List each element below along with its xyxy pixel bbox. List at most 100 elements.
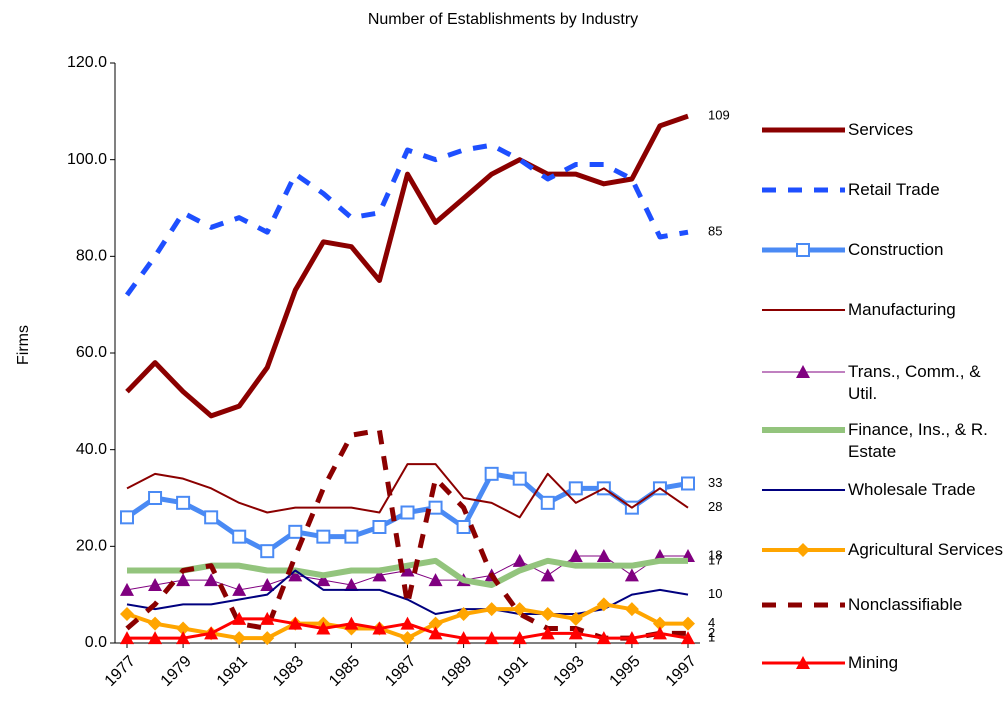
y-tick-label: 120.0 xyxy=(67,54,107,71)
point-marker xyxy=(148,578,163,591)
point-marker xyxy=(120,582,134,596)
point-marker xyxy=(372,568,387,582)
point-marker xyxy=(428,616,443,631)
legend-label: Retail Trade xyxy=(848,180,940,199)
legend-item: Agricultural Services xyxy=(762,540,1003,559)
legend-label: Services xyxy=(848,120,914,139)
point-marker xyxy=(316,529,331,544)
point-marker xyxy=(176,573,191,587)
legend-label-box: Mining xyxy=(848,653,899,672)
point-marker xyxy=(288,524,303,539)
point-marker xyxy=(568,549,583,562)
point-marker xyxy=(316,621,331,635)
point-marker xyxy=(512,553,527,567)
x-tick-label: 1991 xyxy=(494,653,531,690)
legend-item: Nonclassifiable xyxy=(762,595,962,614)
point-marker xyxy=(428,626,443,640)
point-marker xyxy=(232,582,247,596)
end-value-label: 28 xyxy=(708,499,722,514)
y-tick-label: 60.0 xyxy=(76,344,107,361)
point-marker xyxy=(232,529,247,544)
point-marker xyxy=(148,631,163,645)
point-marker xyxy=(540,607,555,621)
legend-label: Construction xyxy=(848,240,944,259)
point-marker xyxy=(596,631,611,645)
point-marker xyxy=(400,563,415,577)
point-marker xyxy=(568,626,583,640)
x-tick-label: 1977 xyxy=(102,653,139,690)
series-line xyxy=(125,113,689,419)
x-tick-label: 1981 xyxy=(214,653,251,690)
end-value-label: 33 xyxy=(708,475,722,490)
point-marker xyxy=(512,631,527,645)
legend-item: Services xyxy=(762,120,914,139)
chart-title: Number of Establishments by Industry xyxy=(368,11,638,28)
point-marker xyxy=(428,573,443,587)
end-value-label: 17 xyxy=(708,552,722,567)
legend-marker xyxy=(796,543,810,557)
point-marker xyxy=(624,631,639,645)
legend-label-box: Manufacturing xyxy=(848,300,956,319)
point-marker xyxy=(596,597,611,612)
legend-label: Trans., Comm., & Util. xyxy=(848,362,981,403)
point-marker xyxy=(484,466,499,481)
x-tick-label: 1983 xyxy=(270,653,307,690)
end-value-label: 18 xyxy=(708,547,722,562)
legend-label: Mining xyxy=(848,653,899,672)
point-marker xyxy=(456,520,471,534)
legend-item: Wholesale Trade xyxy=(762,480,976,499)
legend-item: Manufacturing xyxy=(762,300,956,319)
legend-label-box: Finance, Ins., & R. Estate xyxy=(848,420,988,461)
point-marker xyxy=(400,616,415,630)
legend-marker xyxy=(796,243,810,257)
legend-marker xyxy=(796,365,810,378)
point-marker xyxy=(568,481,583,496)
point-marker xyxy=(204,626,219,640)
y-tick-label: 20.0 xyxy=(76,538,107,555)
x-tick-label: 1993 xyxy=(550,653,587,690)
x-tick-label: 1997 xyxy=(663,653,700,690)
point-marker xyxy=(288,616,303,630)
x-tick-label: 1989 xyxy=(438,653,475,690)
y-tick-label: 100.0 xyxy=(67,151,107,168)
point-marker xyxy=(204,510,219,525)
legend-item: Construction xyxy=(762,240,944,259)
legend-item: Trans., Comm., & Util. xyxy=(762,362,981,403)
point-marker xyxy=(652,626,667,640)
x-tick-label: 1987 xyxy=(382,653,419,690)
point-marker xyxy=(681,616,695,631)
point-marker xyxy=(148,616,163,631)
point-marker xyxy=(512,602,527,617)
legend-label-box: Retail Trade xyxy=(848,180,940,199)
point-marker xyxy=(176,495,191,510)
point-marker xyxy=(596,549,611,562)
point-marker xyxy=(428,500,443,515)
point-marker xyxy=(456,631,471,645)
point-marker xyxy=(624,568,639,582)
legend-item: Retail Trade xyxy=(762,180,940,199)
point-marker xyxy=(512,471,527,486)
x-tick-label: 1985 xyxy=(326,653,363,690)
point-marker xyxy=(681,631,695,645)
series-line xyxy=(124,142,689,297)
point-marker xyxy=(176,621,191,636)
point-marker xyxy=(316,573,331,587)
point-marker xyxy=(148,491,163,505)
legend-label: Wholesale Trade xyxy=(848,480,976,499)
point-marker xyxy=(344,529,359,544)
end-value-label: 85 xyxy=(708,224,722,239)
point-marker xyxy=(232,631,247,646)
point-marker xyxy=(568,611,583,626)
end-value-label: 4 xyxy=(708,615,715,630)
point-marker xyxy=(400,505,415,520)
y-axis-label: Firms xyxy=(15,325,32,365)
x-tick-label: 1995 xyxy=(607,653,644,690)
point-marker xyxy=(120,510,134,525)
point-marker xyxy=(681,476,695,491)
legend-label-box: Wholesale Trade xyxy=(848,480,976,499)
y-tick-label: 80.0 xyxy=(76,248,107,265)
point-marker xyxy=(400,631,415,646)
legend-marker xyxy=(796,656,810,669)
x-tick-label: 1979 xyxy=(158,653,195,690)
